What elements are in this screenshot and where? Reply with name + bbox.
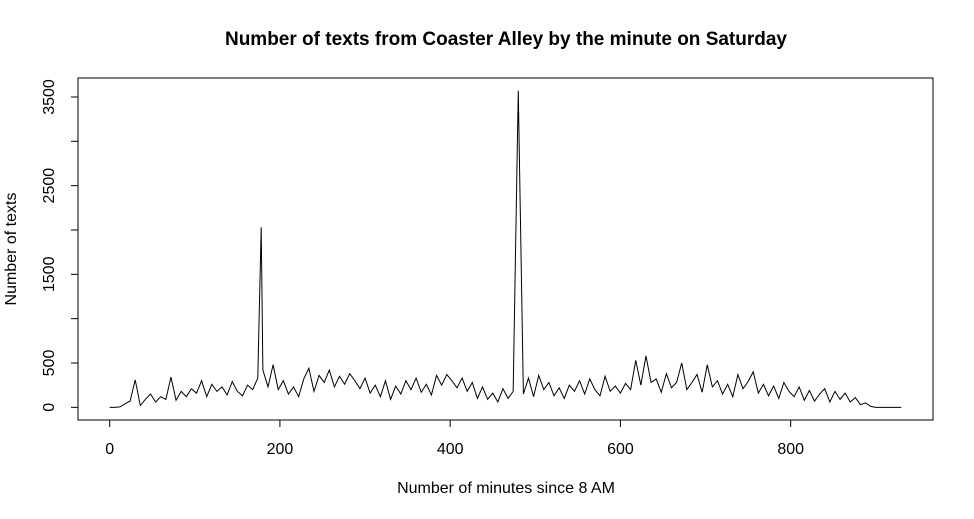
chart-title: Number of texts from Coaster Alley by th… bbox=[225, 29, 787, 50]
x-axis-label: Number of minutes since 8 AM bbox=[397, 480, 615, 497]
y-axis-label: Number of texts bbox=[3, 193, 20, 306]
x-tick-label: 200 bbox=[267, 441, 294, 458]
x-tick-label: 0 bbox=[105, 441, 114, 458]
data-line bbox=[109, 90, 902, 408]
y-tick-label: 500 bbox=[41, 350, 58, 377]
y-tick-label: 2500 bbox=[41, 168, 58, 204]
plot-box bbox=[77, 77, 934, 421]
y-tick-label: 0 bbox=[41, 403, 58, 412]
x-tick-label: 400 bbox=[437, 441, 464, 458]
y-tick-label: 3500 bbox=[41, 79, 58, 115]
y-tick-label: 1500 bbox=[41, 256, 58, 292]
x-tick-label: 600 bbox=[607, 441, 634, 458]
x-tick-label: 800 bbox=[777, 441, 804, 458]
